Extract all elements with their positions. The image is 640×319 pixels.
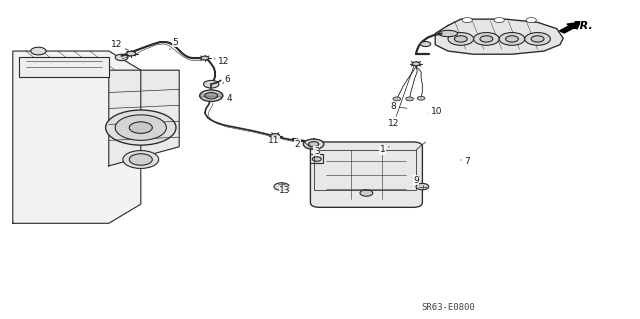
Circle shape <box>406 97 413 101</box>
Circle shape <box>115 54 128 61</box>
Text: FR.: FR. <box>573 20 593 31</box>
Circle shape <box>312 157 321 161</box>
Text: 12: 12 <box>214 57 230 66</box>
Circle shape <box>448 33 474 45</box>
Text: SR63-E0800: SR63-E0800 <box>421 303 475 312</box>
Circle shape <box>31 47 46 55</box>
Circle shape <box>360 190 372 196</box>
Text: 12: 12 <box>111 40 129 50</box>
Circle shape <box>416 183 429 190</box>
Text: 3: 3 <box>314 147 319 156</box>
Circle shape <box>204 80 219 88</box>
Text: 5: 5 <box>170 38 178 49</box>
Circle shape <box>454 36 467 42</box>
Circle shape <box>106 110 176 145</box>
Circle shape <box>525 33 550 45</box>
Circle shape <box>462 18 472 23</box>
Circle shape <box>393 97 401 101</box>
FancyBboxPatch shape <box>310 142 422 207</box>
Text: 9: 9 <box>413 176 419 185</box>
Circle shape <box>494 18 504 23</box>
Text: 12: 12 <box>388 66 414 128</box>
Text: 7: 7 <box>460 157 470 166</box>
Circle shape <box>499 33 525 45</box>
Ellipse shape <box>438 30 458 37</box>
Polygon shape <box>109 70 179 166</box>
Circle shape <box>412 62 420 66</box>
Circle shape <box>129 154 152 165</box>
Text: 8: 8 <box>391 102 407 111</box>
Circle shape <box>417 96 425 100</box>
Circle shape <box>123 151 159 168</box>
Text: 13: 13 <box>279 186 291 195</box>
Text: 11: 11 <box>268 136 280 145</box>
Circle shape <box>474 33 499 45</box>
Circle shape <box>205 93 218 99</box>
Bar <box>314 150 416 190</box>
Bar <box>19 57 109 77</box>
Circle shape <box>127 51 136 56</box>
Circle shape <box>526 18 536 23</box>
Text: 4: 4 <box>223 94 232 103</box>
Text: 10: 10 <box>428 107 442 116</box>
Circle shape <box>129 122 152 133</box>
Text: 6: 6 <box>223 75 230 84</box>
Text: 2: 2 <box>295 140 300 149</box>
Circle shape <box>308 142 319 147</box>
Circle shape <box>506 36 518 42</box>
Circle shape <box>303 139 324 149</box>
Circle shape <box>200 90 223 101</box>
Circle shape <box>480 36 493 42</box>
Text: 1: 1 <box>380 145 389 154</box>
Circle shape <box>420 41 431 47</box>
Circle shape <box>115 115 166 140</box>
Circle shape <box>271 134 280 138</box>
Polygon shape <box>435 19 563 54</box>
Polygon shape <box>13 51 141 223</box>
FancyArrow shape <box>559 22 580 33</box>
Circle shape <box>274 183 289 190</box>
Circle shape <box>201 56 209 60</box>
Circle shape <box>531 36 544 42</box>
Bar <box>310 154 323 164</box>
